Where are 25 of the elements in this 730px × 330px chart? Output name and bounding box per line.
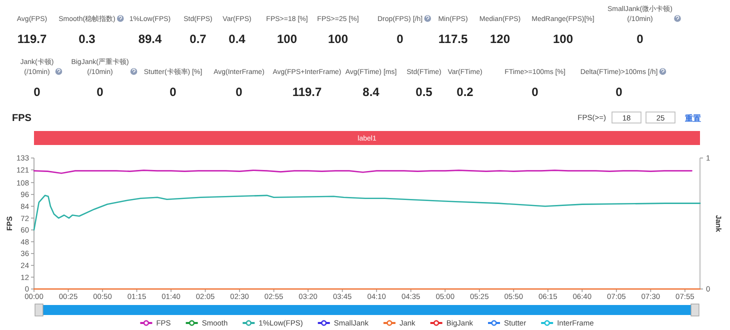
data-label: 119.7 (17, 32, 48, 46)
data-label: 0 (636, 32, 644, 46)
data-label: 100 (328, 32, 348, 46)
data-label: 100 (276, 32, 298, 46)
data-label: 89.4 (138, 32, 162, 46)
data-label: 117.5 (438, 32, 468, 46)
data-label: 0 (34, 85, 41, 99)
data-label: 0.4 (228, 32, 246, 46)
data-label: 0 (396, 32, 404, 46)
data-label: 100 (552, 32, 574, 46)
text: 重置 (684, 114, 701, 123)
data-label: 0 (532, 85, 539, 99)
data-label: 0 (616, 85, 623, 99)
data-label: 119.7 (292, 85, 322, 99)
data-label: 120 (490, 32, 510, 46)
data-label: 0 (96, 85, 104, 99)
data-label: 0.2 (456, 85, 474, 99)
data-label: 0 (236, 85, 243, 99)
data-label: 0.7 (190, 32, 207, 46)
data-label: 0 (170, 85, 177, 99)
data-label: 0.5 (416, 85, 433, 99)
data-label: 8.4 (362, 85, 380, 99)
line-series (33, 194, 701, 231)
chart-title: FPS (12, 113, 32, 124)
data-label: 0.3 (78, 32, 96, 46)
